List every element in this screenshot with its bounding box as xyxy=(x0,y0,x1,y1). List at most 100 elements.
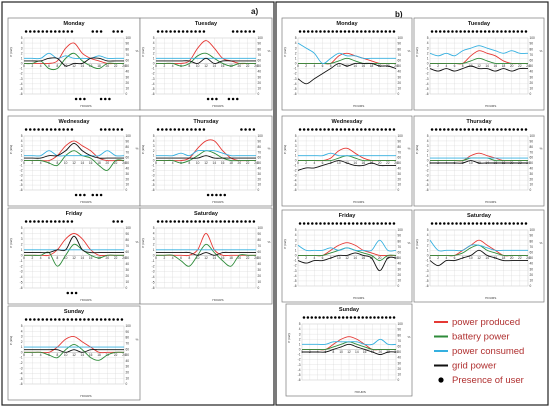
series-line-power-consumed xyxy=(23,150,125,157)
y-tick-label: 3 xyxy=(295,144,297,148)
presence-dot xyxy=(355,222,359,225)
presence-dot xyxy=(45,220,49,223)
y-tick-label: 2 xyxy=(295,243,297,247)
series-line-battery-power xyxy=(155,52,256,67)
presence-dot xyxy=(99,318,103,321)
presence-dot xyxy=(459,222,462,225)
x-tick-label: 6 xyxy=(322,64,324,68)
y2-tick-label: 10 xyxy=(258,87,262,91)
y2-tick-label: 50 xyxy=(126,161,130,165)
y2-tick-label: 60 xyxy=(398,345,402,349)
x-tick-label: 4 xyxy=(313,256,315,260)
presence-dot xyxy=(240,30,243,33)
y-tick-label: 5 xyxy=(21,36,23,40)
x-tick-label: 14 xyxy=(353,256,357,260)
presence-dot xyxy=(318,316,321,319)
y-tick-label: -6 xyxy=(152,188,155,192)
y2-tick-label: 90 xyxy=(530,42,534,46)
y-tick-label: 3 xyxy=(427,46,429,50)
x-tick-label: 4 xyxy=(40,161,42,165)
presence-dot xyxy=(120,318,124,321)
presence-dot xyxy=(37,220,40,223)
y2-tick-label: 50 xyxy=(258,64,262,68)
x-tick-label: 24 xyxy=(394,64,398,68)
y2-tick-label: 10 xyxy=(126,280,130,284)
presence-dot xyxy=(376,30,379,33)
presence-dot xyxy=(447,30,450,33)
y-tick-label: -1 xyxy=(20,164,23,168)
presence-dot xyxy=(227,97,231,101)
x-tick-label: 0 xyxy=(429,64,431,68)
y2-tick-label: 30 xyxy=(258,172,262,176)
presence-dot xyxy=(492,30,495,33)
y2-tick-label: 70 xyxy=(530,53,534,57)
chart-a-thursday: Thursday-6-5-4-3-2-101234501020304050607… xyxy=(139,115,273,207)
y2-tick-label: 0 xyxy=(398,188,400,192)
presence-dot xyxy=(248,220,251,223)
y2-tick-label: 70 xyxy=(398,339,402,343)
y2-tick-label: 20 xyxy=(258,274,262,278)
y2-tick-label: 100 xyxy=(258,226,264,230)
presence-dot xyxy=(380,128,383,131)
y2-tick-label: 100 xyxy=(258,134,264,138)
y2-tick-label: 90 xyxy=(258,140,262,144)
x-tick-label: 20 xyxy=(379,350,383,354)
y-tick-label: 4 xyxy=(153,41,155,45)
x-tick-label: 4 xyxy=(313,64,315,68)
x-tick-label: 14 xyxy=(485,64,489,68)
y2-tick-label: 0 xyxy=(258,188,260,192)
y2-axis-label: % xyxy=(136,49,139,53)
x-tick-label: 16 xyxy=(221,64,225,68)
presence-dot xyxy=(508,128,511,131)
presence-dot xyxy=(62,220,65,223)
y-tick-label: -2 xyxy=(426,168,429,172)
presence-dot xyxy=(161,128,164,131)
x-tick-label: 2 xyxy=(305,161,307,165)
presence-dot xyxy=(58,128,61,131)
y2-axis-label: % xyxy=(268,240,271,244)
y-tick-label: 2 xyxy=(427,243,429,247)
x-tick-label: 10 xyxy=(337,256,341,260)
y2-tick-label: 70 xyxy=(398,53,402,57)
x-tick-label: 18 xyxy=(97,161,101,165)
panel-a-border xyxy=(1,1,275,406)
x-tick-label: 14 xyxy=(213,64,217,68)
y2-tick-label: 70 xyxy=(258,53,262,57)
chart-title: Wednesday xyxy=(59,119,91,125)
presence-dot xyxy=(360,30,363,33)
presence-dot xyxy=(496,30,499,33)
y-tick-label: 1 xyxy=(427,154,429,158)
y-tick-label: -5 xyxy=(20,377,23,381)
y2-tick-label: 100 xyxy=(126,36,132,40)
presence-dot xyxy=(392,316,396,319)
y2-tick-label: 80 xyxy=(398,239,402,243)
presence-dot xyxy=(169,30,172,33)
presence-dot xyxy=(471,222,475,225)
y2-tick-label: 50 xyxy=(530,64,534,68)
y-tick-label: 5 xyxy=(427,228,429,232)
presence-dot xyxy=(334,316,337,319)
x-tick-label: 12 xyxy=(477,256,481,260)
y-tick-label: 2 xyxy=(295,51,297,55)
presence-dot xyxy=(467,30,471,33)
x-tick-label: 22 xyxy=(518,256,522,260)
y-tick-label: 5 xyxy=(427,134,429,138)
y2-tick-label: 100 xyxy=(398,228,404,232)
presence-dot xyxy=(173,30,176,33)
presence-dot xyxy=(194,128,197,131)
presence-dot xyxy=(120,220,124,223)
presence-dot xyxy=(231,30,235,33)
y2-tick-label: 80 xyxy=(530,239,534,243)
presence-dot xyxy=(463,128,466,131)
presence-dot xyxy=(339,30,343,33)
chart-title: Tuesday xyxy=(468,21,491,27)
presence-dot xyxy=(45,318,49,321)
x-tick-label: 8 xyxy=(462,64,464,68)
y-tick-label: 0 xyxy=(153,62,155,66)
presence-dot xyxy=(99,128,103,131)
x-axis-label: HOURS xyxy=(80,394,91,398)
y-tick-label: -3 xyxy=(20,366,23,370)
y-tick-label: 3 xyxy=(21,335,23,339)
presence-dot xyxy=(54,128,57,131)
presence-dot xyxy=(443,30,446,33)
